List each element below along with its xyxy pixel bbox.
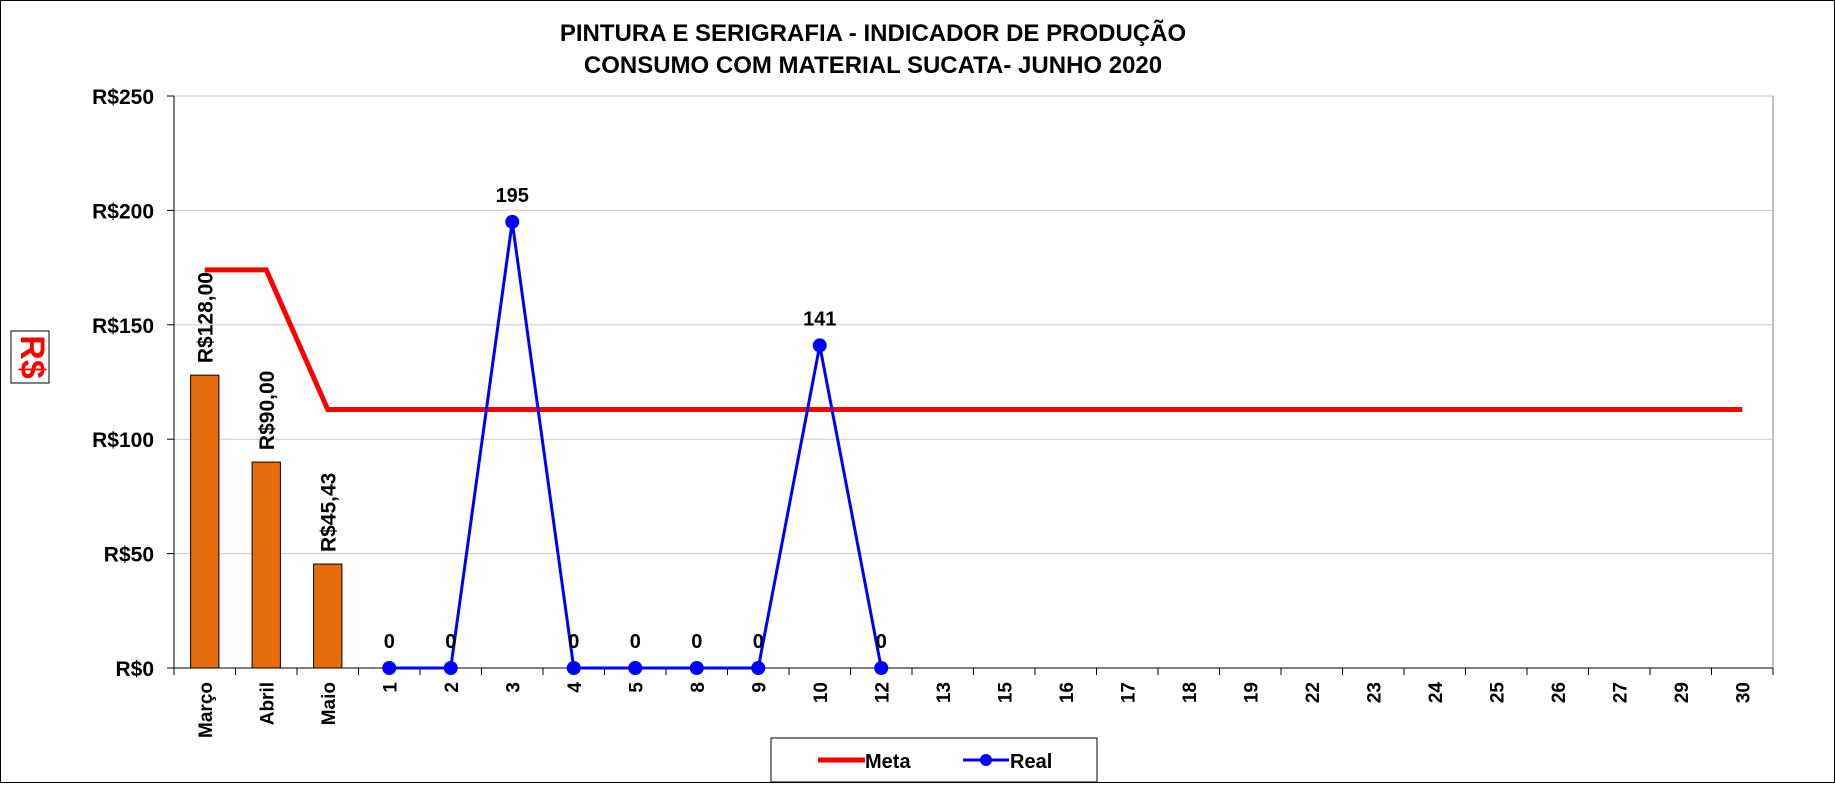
x-tick-label: 13 <box>934 682 955 703</box>
series-point-real <box>505 214 520 229</box>
x-tick-label: 29 <box>1672 682 1693 703</box>
series-point-real <box>874 661 889 675</box>
chart-title: PINTURA E SERIGRAFIA - INDICADOR DE PROD… <box>560 19 1186 47</box>
y-tick-label: R$50 <box>104 544 154 567</box>
x-tick-label: 19 <box>1241 682 1262 703</box>
point-label: 195 <box>496 185 529 207</box>
bar-label: R$45,43 <box>318 473 341 552</box>
x-tick-label: 9 <box>749 682 770 693</box>
x-tick-label: 10 <box>811 682 832 703</box>
point-label: 0 <box>630 631 641 653</box>
axes: R$0 R$50 R$100 R$150 R$200 R$250 Março Abril Mai… <box>92 86 1774 738</box>
legend: Meta Real <box>770 737 1098 783</box>
point-label: 0 <box>753 631 764 653</box>
legend-meta-label: Meta <box>865 751 911 773</box>
y-tick-label: R$150 <box>92 315 154 338</box>
x-tick-label: 26 <box>1549 682 1570 703</box>
y-axis-label-box <box>10 330 50 384</box>
legend-real-marker <box>980 754 992 766</box>
y-tick-label: R$250 <box>92 86 154 109</box>
x-tick-label: 30 <box>1733 682 1754 703</box>
x-tick-label: 1 <box>380 682 401 693</box>
x-tick-label: 18 <box>1180 682 1201 703</box>
series-point-real <box>812 338 827 353</box>
x-tick-label: Março <box>196 682 217 738</box>
x-tick-label: 27 <box>1610 682 1631 703</box>
x-tick-label: 4 <box>565 682 586 693</box>
series-point-real <box>443 661 458 675</box>
x-tick-label: 17 <box>1118 682 1139 703</box>
x-tick-label: 25 <box>1487 682 1508 704</box>
x-tick-label: 22 <box>1303 682 1324 703</box>
bar <box>251 461 281 669</box>
x-tick-label: 16 <box>1057 682 1078 703</box>
point-label: 0 <box>691 631 702 653</box>
point-label: 0 <box>568 631 579 653</box>
x-tick-label: 5 <box>626 682 647 693</box>
series-point-real <box>751 661 766 675</box>
series-point-real <box>382 661 397 675</box>
plot-area <box>173 95 1774 669</box>
x-tick-label: Maio <box>319 682 340 725</box>
x-tick-label: 24 <box>1426 682 1447 704</box>
y-tick-label: R$100 <box>92 429 154 452</box>
x-tick-label: 12 <box>872 682 893 703</box>
gridlines <box>173 95 1774 669</box>
series-point-real <box>689 661 704 675</box>
series-line-meta <box>204 267 1743 412</box>
bar <box>190 374 220 669</box>
series-line-real <box>389 221 883 670</box>
series-lines <box>204 214 1743 675</box>
series-point-real <box>566 661 581 675</box>
x-tick-label: 2 <box>442 682 463 693</box>
point-label: 0 <box>445 631 456 653</box>
y-axis-label: R$ <box>13 335 51 379</box>
bar-label: R$90,00 <box>256 371 279 450</box>
point-label: 141 <box>803 308 836 330</box>
point-label: 0 <box>384 631 395 653</box>
x-tick-label: 15 <box>995 682 1016 704</box>
x-tick-label: 23 <box>1364 682 1385 703</box>
bar-label: R$128,00 <box>195 272 218 363</box>
y-tick-label: R$0 <box>115 658 154 681</box>
x-tick-label: Abril <box>257 682 278 725</box>
data-labels: R$128,00 R$90,00 R$45,43 0 0 195 0 0 0 0 141 0 <box>195 185 887 653</box>
bar <box>313 563 343 669</box>
series-point-real <box>628 661 643 675</box>
x-tick-label: 3 <box>503 682 524 693</box>
y-tick-label: R$200 <box>92 200 154 223</box>
legend-real-label: Real <box>1010 751 1052 773</box>
x-tick-label: 8 <box>688 682 709 693</box>
chart-subtitle: CONSUMO COM MATERIAL SUCATA- JUNHO 2020 <box>584 52 1162 79</box>
point-label: 0 <box>876 631 887 653</box>
